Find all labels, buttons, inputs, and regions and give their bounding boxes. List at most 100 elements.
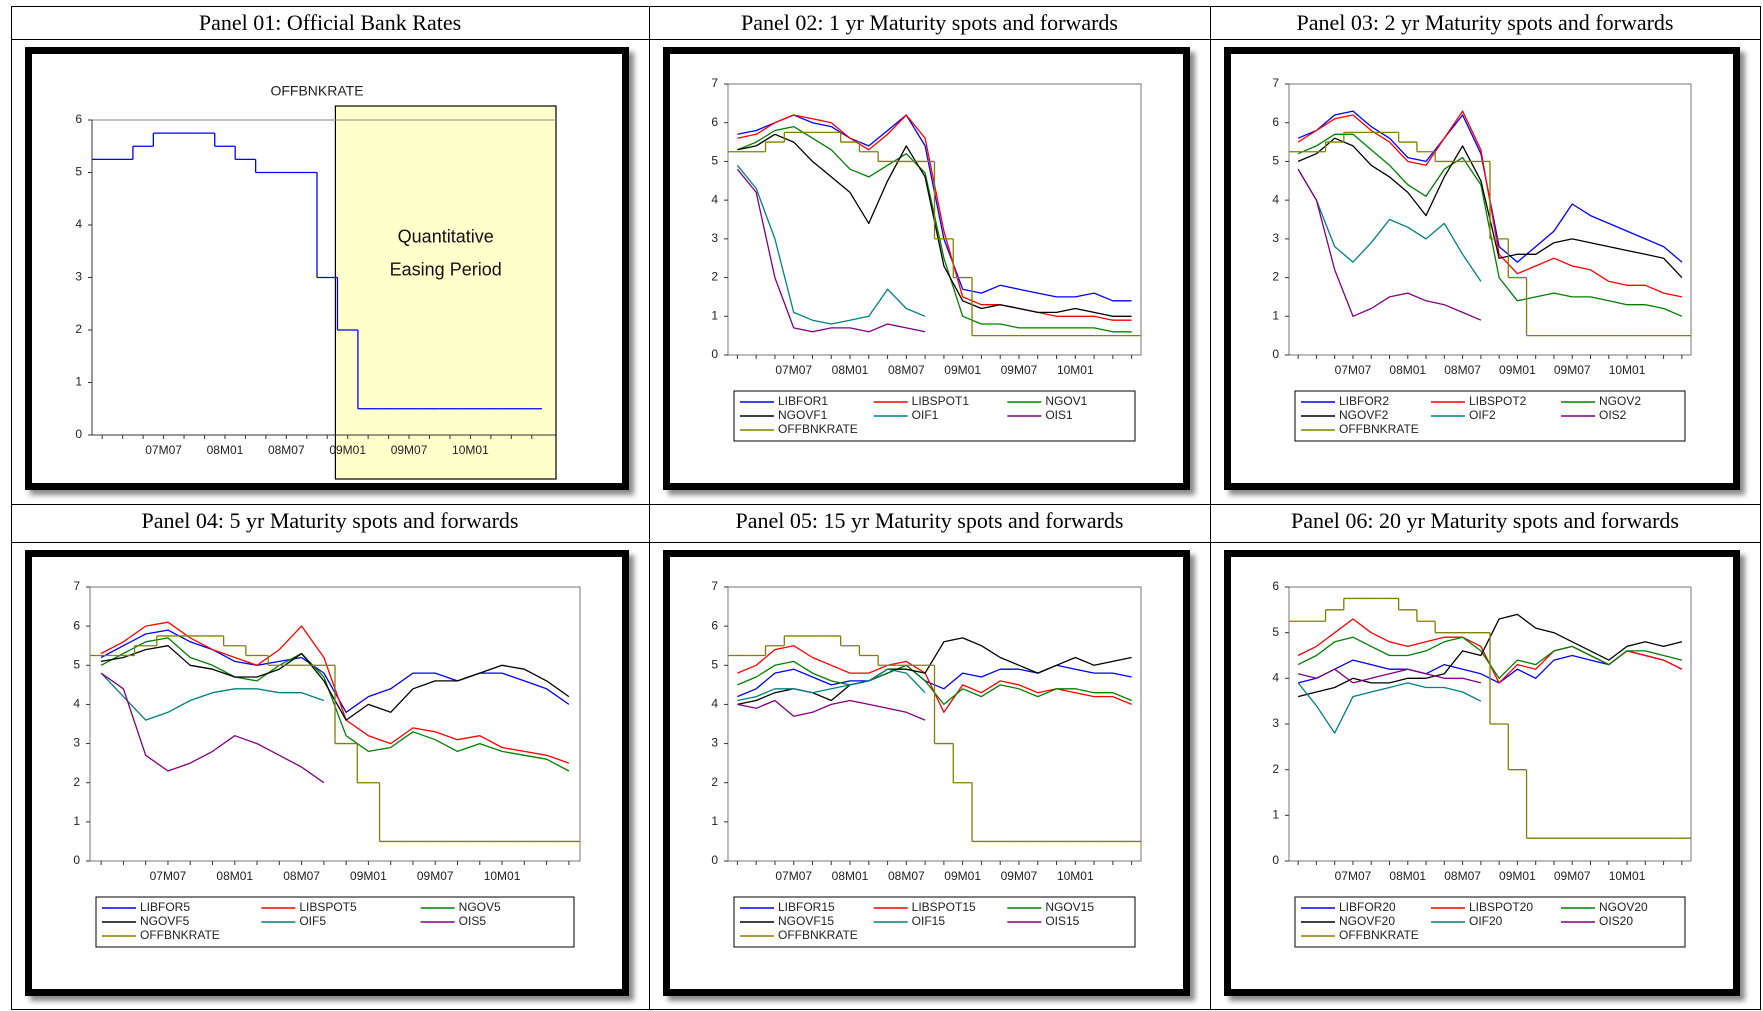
- series-line: [736, 164, 926, 325]
- x-tick-label: 10M01: [484, 869, 521, 883]
- x-tick-label: 09M07: [1554, 363, 1591, 377]
- x-tick-label: 10M01: [1609, 363, 1646, 377]
- x-tick-label: 08M01: [1389, 363, 1426, 377]
- y-tick-label: 2: [1272, 270, 1279, 284]
- y-tick-label: 6: [1272, 115, 1279, 129]
- x-tick-label: 07M07: [1335, 869, 1372, 883]
- y-tick-label: 5: [73, 657, 80, 671]
- table-rule: [11, 504, 1761, 505]
- x-tick-label: 09M07: [1001, 363, 1038, 377]
- legend-box: [1294, 896, 1686, 948]
- x-tick-label: 08M01: [207, 443, 244, 457]
- chart-frame: 0 1 2 3 4 5 6 07M07 08M01 08M07 09M01 09M07 10M01 LIB…: [1224, 550, 1740, 996]
- y-tick-label: 2: [73, 775, 80, 789]
- legend-label: OFFBNKRATE: [778, 928, 858, 942]
- y-tick-label: 7: [711, 579, 718, 593]
- x-tick-label: 09M01: [350, 869, 387, 883]
- series-line: [1297, 682, 1482, 734]
- legend-box: [733, 896, 1136, 948]
- legend-label: NGOVF20: [1339, 914, 1395, 928]
- legend-label: LIBFOR1: [778, 394, 828, 408]
- y-tick-label: 2: [1272, 762, 1279, 776]
- y-tick-label: 5: [75, 165, 82, 179]
- legend-label: NGOVF15: [778, 914, 834, 928]
- chart-frame: Quantitative Easing Period OFFBNKRATE 0 1 2 3 4…: [25, 47, 629, 490]
- chart-frame: 0 1 2 3 4 5 6 7 07M07 08M01 08M07 09M01 09M07 10M01 LI…: [663, 550, 1190, 996]
- legend-label: LIBSPOT1: [912, 394, 970, 408]
- shaded-period: [334, 105, 557, 480]
- y-tick-label: 7: [1272, 76, 1279, 90]
- legend-box: [95, 896, 575, 948]
- x-tick-label: 08M07: [1444, 363, 1481, 377]
- table-rule: [649, 6, 650, 1010]
- y-tick-label: 5: [711, 657, 718, 671]
- y-tick-label: 4: [1272, 671, 1279, 685]
- legend-box: [1294, 390, 1686, 442]
- chart-frame: 0 1 2 3 4 5 6 7 07M07 08M01 08M07 09M01 09M07 10M01 LI…: [1224, 47, 1740, 490]
- legend-label: NGOV1: [1045, 394, 1087, 408]
- x-tick-label: 08M01: [832, 869, 869, 883]
- panel-title: Panel 03: 2 yr Maturity spots and forwar…: [1296, 10, 1674, 35]
- y-tick-label: 2: [75, 322, 82, 336]
- panel-title: Panel 04: 5 yr Maturity spots and forwar…: [141, 508, 519, 533]
- y-tick-label: 6: [711, 618, 718, 632]
- legend-label: OIF15: [912, 914, 946, 928]
- y-tick-label: 4: [711, 192, 718, 206]
- y-tick-label: 4: [73, 697, 80, 711]
- legend-label: NGOV5: [459, 900, 501, 914]
- y-tick-label: 1: [75, 375, 82, 389]
- chart-frame: 0 1 2 3 4 5 6 7 07M07 08M01 08M07 09M01 09M07 10M01 LI…: [663, 47, 1190, 490]
- y-tick-label: 6: [711, 115, 718, 129]
- legend-label: OFFBNKRATE: [1339, 422, 1419, 436]
- legend-label: LIBFOR2: [1339, 394, 1389, 408]
- y-tick-label: 0: [711, 853, 718, 867]
- panel-title: Panel 06: 20 yr Maturity spots and forwa…: [1291, 508, 1679, 533]
- series-line: [1297, 668, 1482, 684]
- y-tick-label: 6: [73, 618, 80, 632]
- x-tick-label: 10M01: [1057, 869, 1094, 883]
- series-line: [737, 668, 926, 702]
- x-tick-label: 09M01: [1499, 869, 1536, 883]
- legend-label: OIS5: [459, 914, 487, 928]
- y-tick-label: 5: [711, 154, 718, 168]
- y-tick-label: 3: [711, 736, 718, 750]
- x-tick-label: 10M01: [1609, 869, 1646, 883]
- y-tick-label: 5: [1272, 625, 1279, 639]
- x-tick-label: 09M01: [329, 443, 366, 457]
- chart: Quantitative Easing Period OFFBNKRATE 0 1 2 3 4…: [75, 83, 557, 480]
- legend-label: LIBSPOT2: [1469, 394, 1527, 408]
- x-tick-label: 08M07: [283, 869, 320, 883]
- x-tick-label: 08M07: [888, 869, 925, 883]
- table-rule: [1760, 6, 1761, 1010]
- x-tick-label: 10M01: [452, 443, 489, 457]
- table-rule: [11, 1009, 1761, 1010]
- y-tick-label: 1: [711, 814, 718, 828]
- legend-label: LIBSPOT20: [1469, 900, 1533, 914]
- plot-frame: [727, 586, 1142, 862]
- series-line: [1297, 168, 1482, 321]
- series-line: [1297, 168, 1482, 282]
- legend-label: OIF2: [1469, 408, 1496, 422]
- x-tick-label: 08M07: [888, 363, 925, 377]
- table-rule: [1210, 6, 1211, 1010]
- y-tick-label: 3: [1272, 716, 1279, 730]
- legend-box: [733, 390, 1136, 442]
- legend-label: LIBSPOT5: [299, 900, 357, 914]
- y-tick-label: 1: [1272, 308, 1279, 322]
- chart: 0 1 2 3 4 5 6 7 07M07 08M01 08M07 09M01 09M07 10M01 LI…: [73, 579, 581, 948]
- x-tick-label: 09M01: [944, 363, 981, 377]
- legend-label: NGOVF2: [1339, 408, 1389, 422]
- legend-label: LIBFOR5: [140, 900, 190, 914]
- y-tick-label: 3: [1272, 231, 1279, 245]
- annotation: Quantitative: [398, 226, 494, 246]
- series-line: [737, 699, 926, 721]
- y-tick-label: 4: [711, 697, 718, 711]
- y-tick-label: 2: [711, 775, 718, 789]
- x-tick-label: 08M01: [832, 363, 869, 377]
- y-tick-label: 1: [711, 308, 718, 322]
- x-tick-label: 07M07: [1335, 363, 1372, 377]
- y-tick-label: 3: [711, 231, 718, 245]
- chart-title: OFFBNKRATE: [270, 83, 363, 99]
- panel-title: Panel 02: 1 yr Maturity spots and forwar…: [741, 10, 1118, 35]
